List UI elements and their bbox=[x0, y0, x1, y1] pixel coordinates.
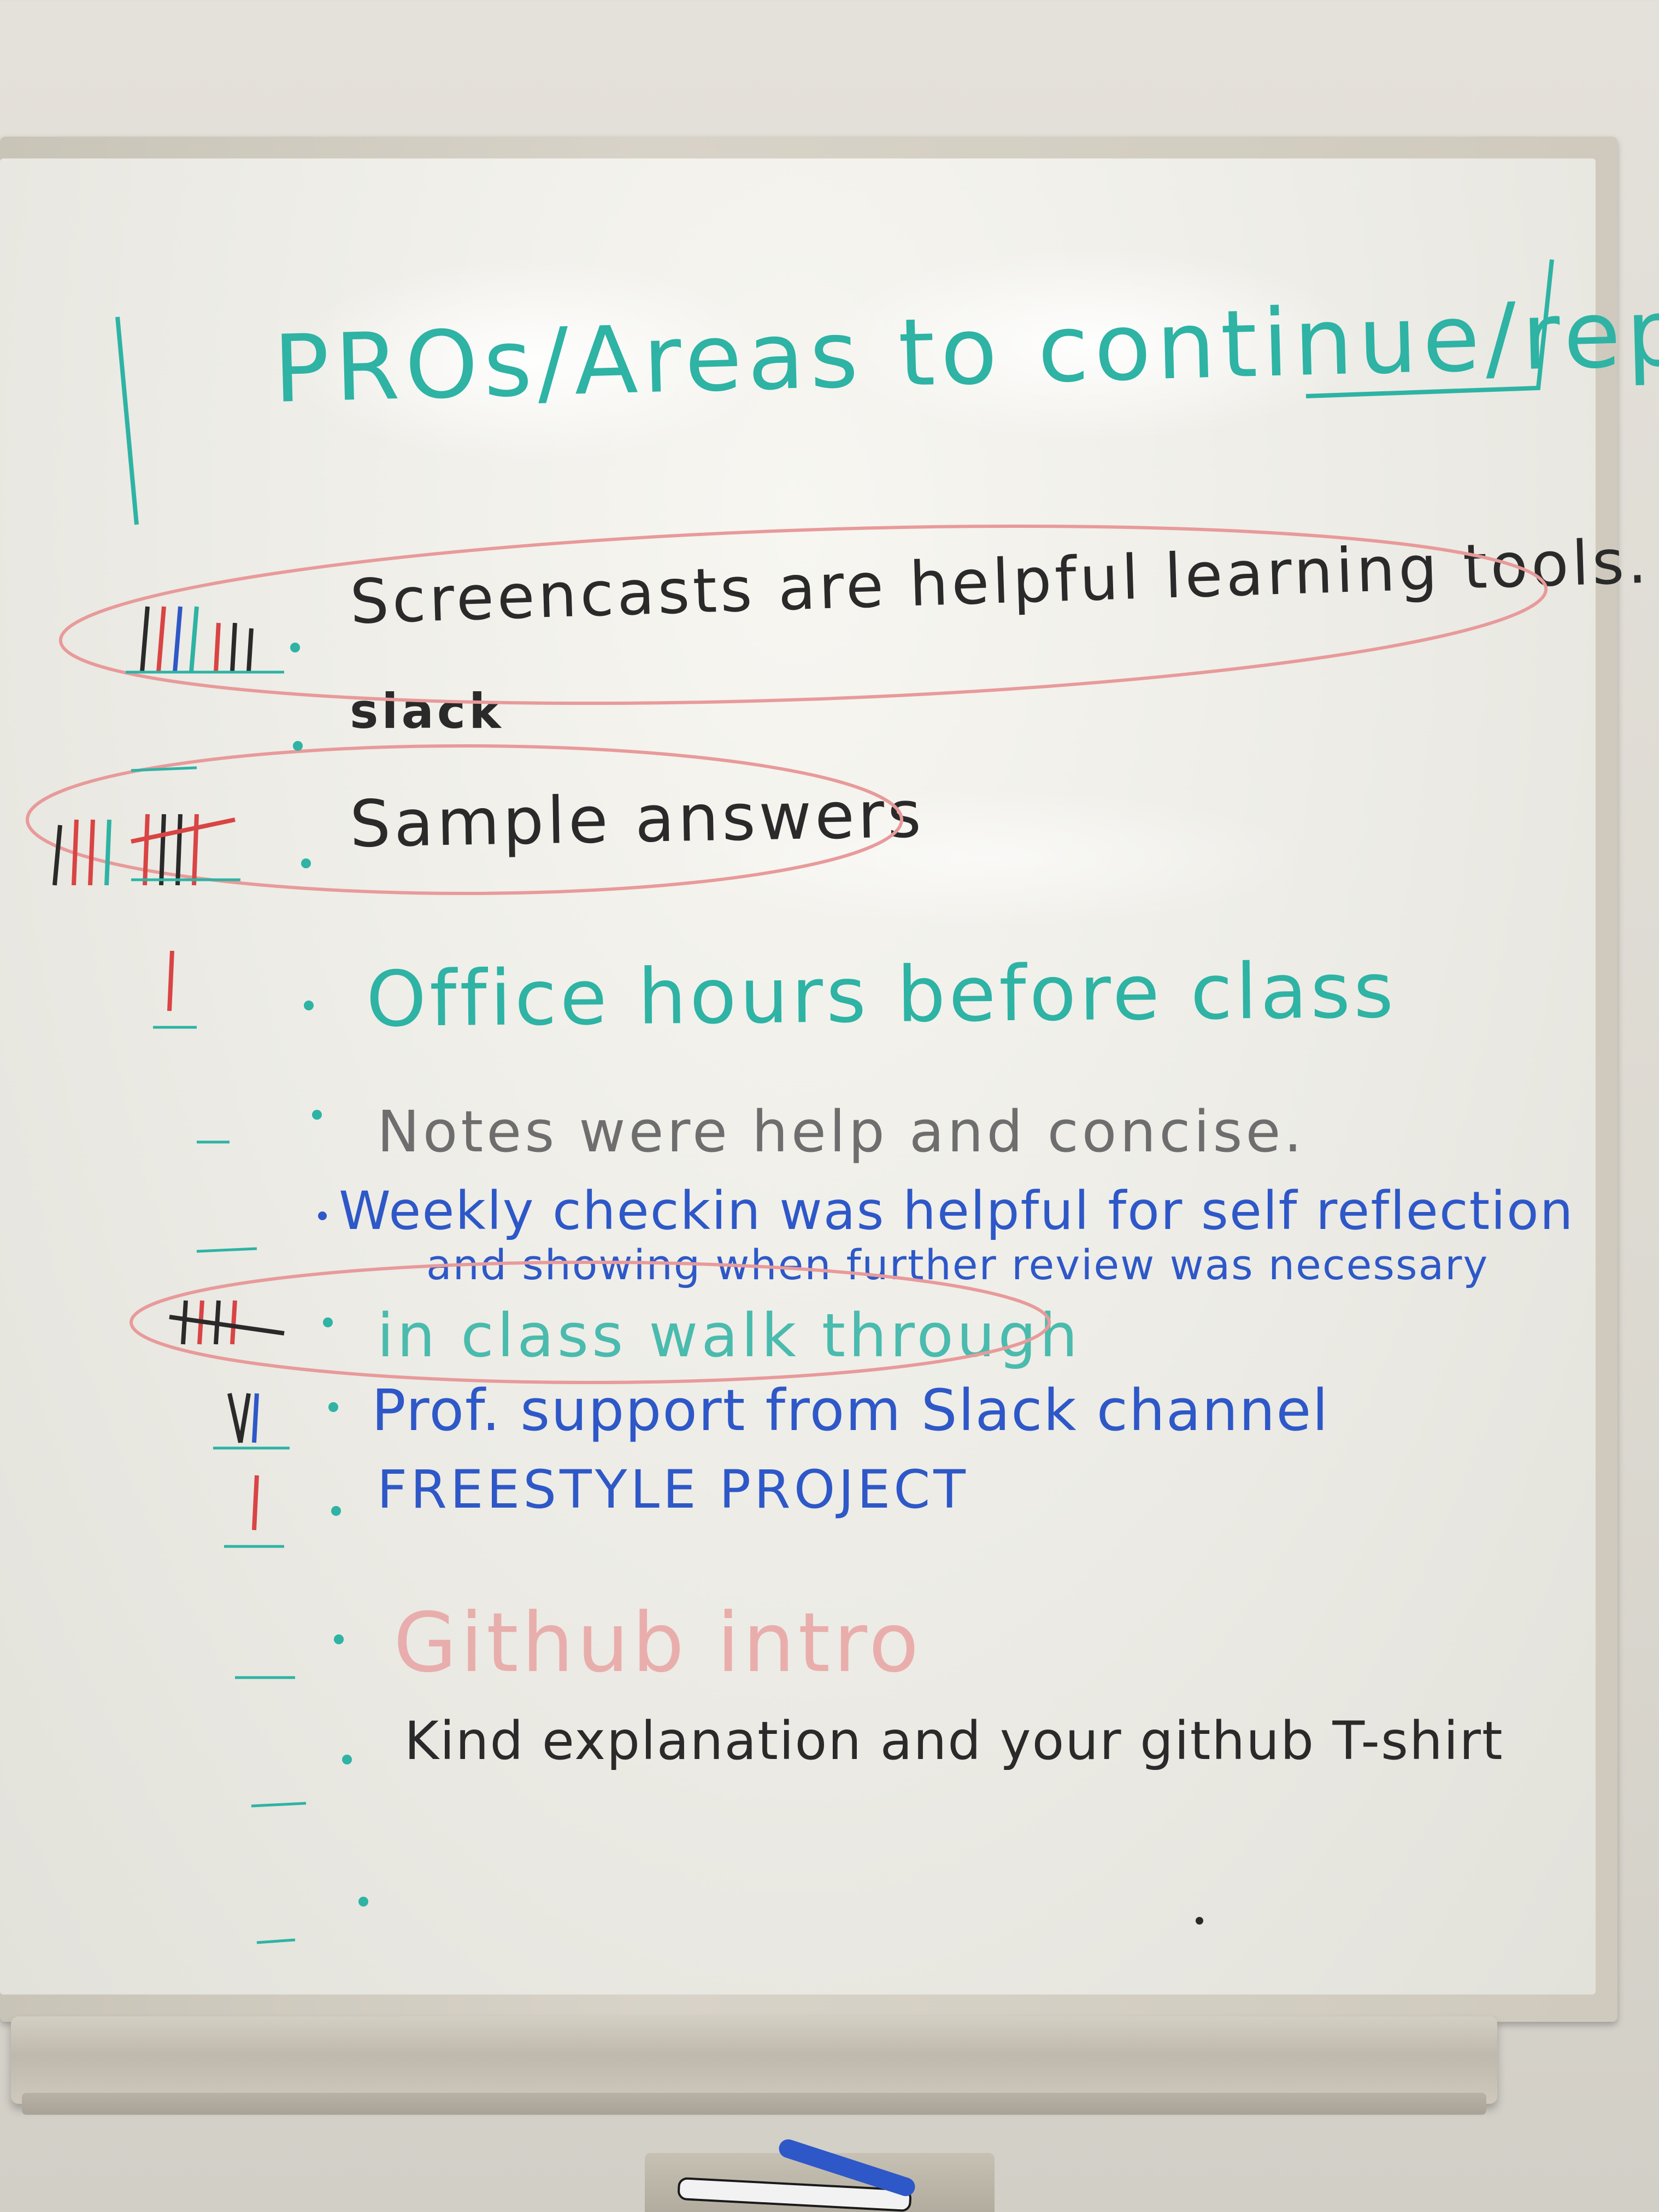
item-github-intro: Github intro bbox=[393, 1596, 922, 1691]
item-kind-explanation: Kind explanation and your github T-shirt bbox=[404, 1710, 1504, 1772]
whiteboard-surface bbox=[0, 158, 1596, 1995]
item-prof-support: Prof. support from Slack channel bbox=[372, 1377, 1329, 1444]
item-weekly-checkin-cont: and showing when further review was nece… bbox=[426, 1240, 1489, 1289]
bullet-dots bbox=[290, 643, 1203, 1925]
light-glare bbox=[284, 257, 776, 464]
tally-marks bbox=[169, 1300, 285, 1345]
dash-mark bbox=[196, 1247, 257, 1253]
tally-marks bbox=[167, 950, 174, 1011]
highlight-circle bbox=[26, 744, 903, 895]
dash-mark bbox=[251, 1802, 307, 1808]
title-bracket-right bbox=[1305, 259, 1554, 398]
light-glare bbox=[820, 246, 1366, 443]
dash-mark bbox=[131, 766, 197, 772]
item-slack: slack bbox=[350, 683, 504, 739]
tally-marks bbox=[213, 1393, 290, 1450]
tally-marks bbox=[52, 814, 240, 886]
marker-tray bbox=[11, 2016, 1497, 2104]
tally-marks bbox=[126, 606, 284, 674]
marker-tray-lip bbox=[22, 2093, 1486, 2115]
highlight-circle bbox=[130, 1261, 1051, 1384]
tally-marks bbox=[252, 1475, 259, 1531]
title-bracket-left bbox=[115, 316, 139, 525]
item-weekly-checkin: Weekly checkin was helpful for self refl… bbox=[339, 1180, 1574, 1242]
light-glare bbox=[656, 787, 1311, 929]
dash-mark bbox=[256, 1938, 296, 1944]
highlight-circle bbox=[58, 524, 1548, 705]
item-freestyle-project: FREESTYLE PROJECT bbox=[377, 1459, 969, 1520]
item-notes: Notes were help and concise. bbox=[377, 1098, 1305, 1165]
